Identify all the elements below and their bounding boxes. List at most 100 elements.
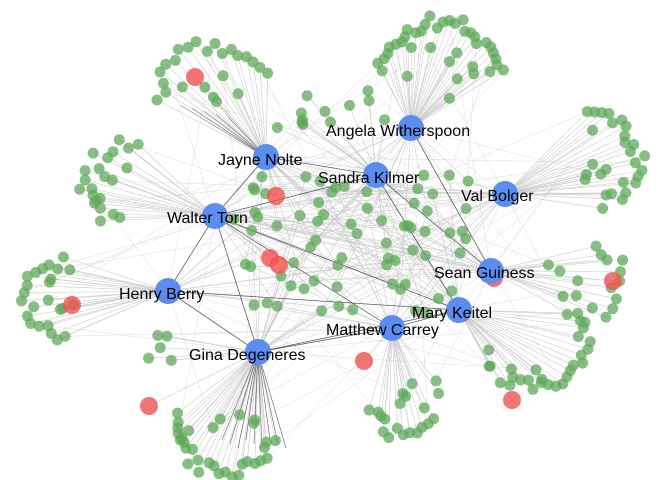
leaf-node[interactable] <box>121 162 133 174</box>
leaf-node[interactable] <box>446 285 458 297</box>
leaf-node[interactable] <box>214 413 226 425</box>
hub-node-val[interactable] <box>492 181 518 207</box>
leaf-node[interactable] <box>430 375 442 387</box>
leaf-node[interactable] <box>401 70 413 82</box>
highlight-node[interactable] <box>355 352 373 370</box>
leaf-node[interactable] <box>113 134 125 146</box>
leaf-node[interactable] <box>468 68 480 80</box>
leaf-node[interactable] <box>379 114 391 126</box>
leaf-node[interactable] <box>401 24 413 36</box>
leaf-node[interactable] <box>577 322 589 334</box>
leaf-node[interactable] <box>154 66 166 78</box>
leaf-node[interactable] <box>451 73 463 85</box>
leaf-node[interactable] <box>87 147 99 159</box>
leaf-node[interactable] <box>249 184 261 196</box>
leaf-node[interactable] <box>271 220 283 232</box>
leaf-node[interactable] <box>620 120 632 132</box>
highlight-node[interactable] <box>267 187 285 205</box>
leaf-node[interactable] <box>90 194 102 206</box>
leaf-node[interactable] <box>305 241 317 253</box>
leaf-node[interactable] <box>345 218 357 230</box>
leaf-node[interactable] <box>424 10 436 22</box>
leaf-node[interactable] <box>377 426 389 438</box>
leaf-node[interactable] <box>169 54 181 66</box>
leaf-node[interactable] <box>152 329 164 341</box>
leaf-node[interactable] <box>361 202 373 214</box>
leaf-node[interactable] <box>419 225 431 237</box>
leaf-node[interactable] <box>288 257 300 269</box>
hub-node-angela[interactable] <box>398 115 424 141</box>
highlight-node[interactable] <box>63 296 81 314</box>
leaf-node[interactable] <box>209 38 221 50</box>
leaf-node[interactable] <box>143 352 155 364</box>
hub-node-mary[interactable] <box>446 297 472 323</box>
leaf-node[interactable] <box>577 357 589 369</box>
leaf-node[interactable] <box>425 42 437 54</box>
leaf-node[interactable] <box>172 416 184 428</box>
leaf-node[interactable] <box>460 202 472 214</box>
leaf-node[interactable] <box>249 206 261 218</box>
leaf-node[interactable] <box>406 378 418 390</box>
leaf-node[interactable] <box>462 175 474 187</box>
leaf-node[interactable] <box>505 363 517 375</box>
leaf-node[interactable] <box>271 300 283 312</box>
leaf-node[interactable] <box>93 163 105 175</box>
leaf-node[interactable] <box>444 227 456 239</box>
leaf-node[interactable] <box>433 388 445 400</box>
leaf-node[interactable] <box>494 377 506 389</box>
leaf-node[interactable] <box>248 417 260 429</box>
leaf-node[interactable] <box>172 43 184 55</box>
hub-node-sandra[interactable] <box>363 162 389 188</box>
leaf-node[interactable] <box>600 189 612 201</box>
highlight-node[interactable] <box>140 397 158 415</box>
leaf-node[interactable] <box>376 215 388 227</box>
leaf-node[interactable] <box>271 122 283 134</box>
leaf-node[interactable] <box>595 168 607 180</box>
leaf-node[interactable] <box>397 388 409 400</box>
leaf-node[interactable] <box>333 300 345 312</box>
leaf-node[interactable] <box>610 293 622 305</box>
leaf-node[interactable] <box>182 41 194 53</box>
leaf-node[interactable] <box>262 67 274 79</box>
leaf-node[interactable] <box>331 281 343 293</box>
leaf-node[interactable] <box>394 398 406 410</box>
leaf-node[interactable] <box>160 58 172 70</box>
leaf-node[interactable] <box>412 183 424 195</box>
leaf-node[interactable] <box>579 173 591 185</box>
leaf-node[interactable] <box>616 194 628 206</box>
leaf-node[interactable] <box>106 174 118 186</box>
leaf-node[interactable] <box>42 320 54 332</box>
leaf-node[interactable] <box>236 458 248 470</box>
leaf-node[interactable] <box>483 360 495 372</box>
leaf-node[interactable] <box>347 304 359 316</box>
leaf-node[interactable] <box>165 354 177 366</box>
leaf-node[interactable] <box>301 90 313 102</box>
leaf-node[interactable] <box>587 124 599 136</box>
leaf-node[interactable] <box>183 425 195 437</box>
leaf-node[interactable] <box>239 258 251 270</box>
leaf-node[interactable] <box>389 255 401 267</box>
leaf-node[interactable] <box>617 176 629 188</box>
hub-node-matthew[interactable] <box>379 315 405 341</box>
leaf-node[interactable] <box>418 402 430 414</box>
leaf-node[interactable] <box>33 320 45 332</box>
leaf-node[interactable] <box>193 466 205 478</box>
leaf-node[interactable] <box>572 275 584 287</box>
leaf-node[interactable] <box>74 183 86 195</box>
leaf-node[interactable] <box>351 227 363 239</box>
highlight-node[interactable] <box>270 256 288 274</box>
leaf-node[interactable] <box>174 434 186 446</box>
leaf-node[interactable] <box>79 165 91 177</box>
leaf-node[interactable] <box>607 117 619 129</box>
hub-node-jayne[interactable] <box>253 144 279 170</box>
leaf-node[interactable] <box>557 290 569 302</box>
leaf-node[interactable] <box>523 374 535 386</box>
leaf-node[interactable] <box>313 197 325 209</box>
leaf-node[interactable] <box>256 171 268 183</box>
leaf-node[interactable] <box>630 177 642 189</box>
leaf-node[interactable] <box>570 290 582 302</box>
hub-node-sean[interactable] <box>478 258 504 284</box>
leaf-node[interactable] <box>160 86 172 98</box>
leaf-node[interactable] <box>172 407 184 419</box>
leaf-node[interactable] <box>405 42 417 54</box>
